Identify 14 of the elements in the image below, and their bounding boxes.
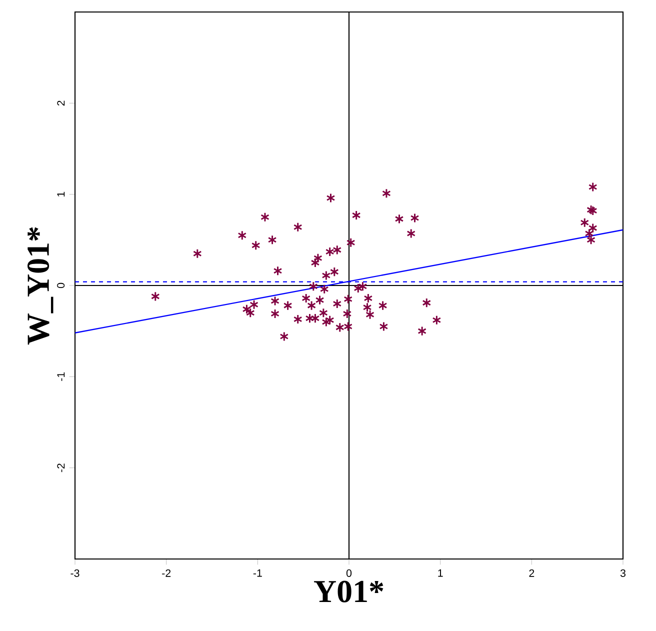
x-tick-label: 3 xyxy=(620,569,626,577)
y-axis-title: W_Y01* xyxy=(27,227,54,345)
x-axis-title: Y01* xyxy=(314,580,384,602)
y-tick-label: 1 xyxy=(57,192,65,196)
x-tick-label: 0 xyxy=(346,569,352,577)
x-tick-label: -3 xyxy=(70,569,80,577)
x-tick-label: 2 xyxy=(529,569,534,577)
y-tick-label: 2 xyxy=(57,100,65,106)
y-tick-label: -2 xyxy=(57,464,65,472)
y-tick-label: 0 xyxy=(57,282,65,288)
y-tick-label: -1 xyxy=(57,372,65,381)
x-tick-label: 1 xyxy=(438,569,443,577)
x-tick-label: -1 xyxy=(253,569,262,577)
x-tick-label: -2 xyxy=(162,569,171,577)
